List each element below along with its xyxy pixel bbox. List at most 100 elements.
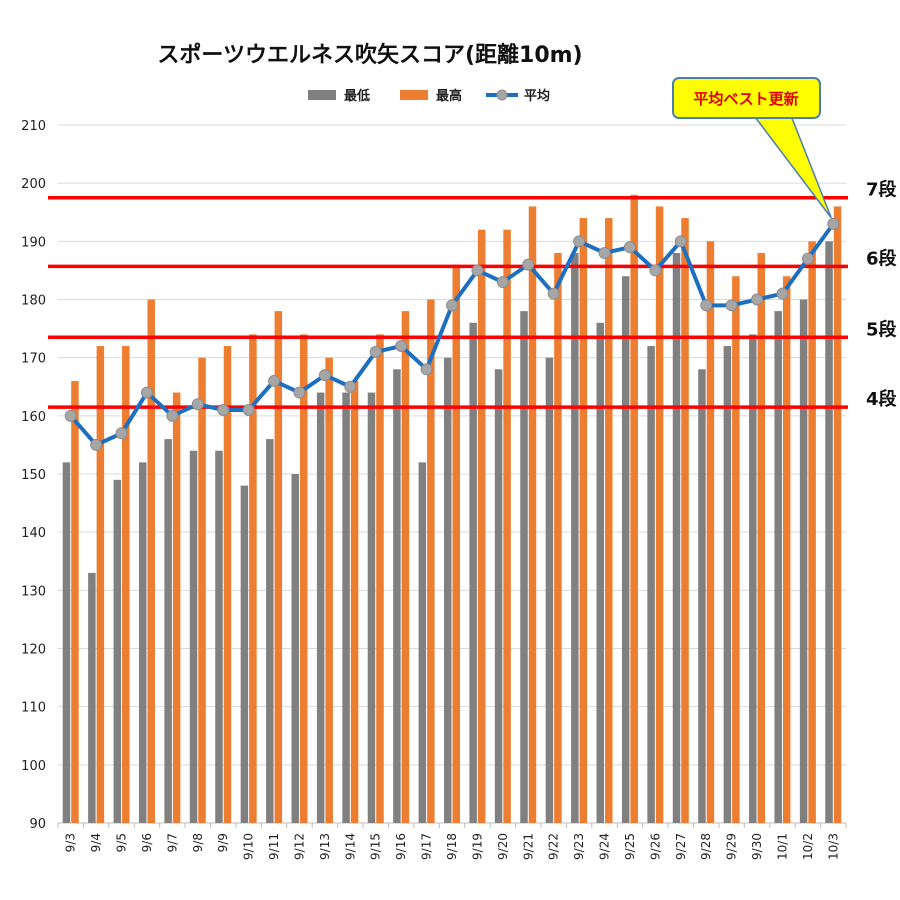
average-point [344,380,357,393]
axis-layer: 90 100 110 120 130 140 150 160 170 180 190 200 210 9/… [21,119,847,860]
bar-maximum [401,311,410,823]
y-tick-label: 90 [29,817,46,832]
x-tick-label: 10/2 [801,833,815,860]
bar-maximum [655,206,664,823]
bar-minimum [164,439,172,823]
bar-minimum [621,276,630,823]
legend: 最低 最高 平均 [308,88,550,104]
average-point [674,235,687,248]
bar-maximum [605,218,613,824]
bar-maximum [376,334,384,823]
bar-minimum [393,369,401,823]
callout-pointer [750,112,832,219]
bar-minimum [825,241,833,824]
callout-joint [740,112,795,117]
bar-minimum [88,572,96,823]
bar-maximum [706,241,715,824]
average-point [420,363,433,376]
average-line [69,222,835,447]
bar-maximum [833,206,842,823]
average-point [191,398,204,411]
bar-minimum [418,462,427,823]
bar-minimum [215,450,223,823]
bar-minimum [444,357,452,823]
grid-layer [58,124,846,824]
x-tick-label: 9/12 [292,833,306,860]
x-tick-label: 9/26 [648,833,662,860]
average-point [751,293,764,306]
bar-minimum [647,346,655,823]
x-tick-label: 9/17 [420,833,434,860]
y-tick-label: 100 [21,759,46,774]
bar-minimum [571,252,579,823]
average-point [90,438,103,451]
rank-label: 4段 [866,388,898,410]
chart-title: スポーツウエルネス吹矢スコア(距離10m) [157,42,582,68]
bar-minimum [494,369,503,823]
bar-maximum [477,229,486,823]
legend-swatch [308,90,336,100]
callout: 平均ベスト更新 [672,77,832,219]
bar-maximum [630,194,638,824]
bar-minimum [113,479,122,823]
average-point [598,246,611,259]
y-tick-label: 180 [21,294,46,309]
average-point [242,404,255,417]
bar-maximum [554,252,562,823]
legend-swatch [400,90,428,100]
bar-maximum [681,218,689,824]
average-line-layer [64,217,840,451]
y-tick-label: 140 [21,526,46,541]
average-point [827,217,840,230]
bar-maximum [325,357,333,823]
y-tick-label: 170 [21,352,46,367]
average-point [166,409,179,422]
average-point [725,299,738,312]
bar-minimum [342,392,350,823]
average-point [140,386,153,399]
bar-maximum [808,241,816,824]
x-tick-label: 9/16 [394,833,408,860]
bar-maximum [198,357,206,823]
bar-maximum [274,311,283,823]
bar-maximum [757,252,766,823]
legend-label: 平均 [524,88,550,104]
bar-minimum [749,334,757,823]
bar-maximum [528,206,537,823]
average-point [700,299,713,312]
bar-minimum [240,485,249,823]
average-point [471,264,484,277]
average-point [801,252,814,265]
x-tick-label: 9/4 [89,833,103,852]
x-tick-label: 9/24 [598,833,612,860]
reference-line-layer: 4段 5段 6段 7段 [48,179,898,410]
average-point [522,258,535,271]
x-tick-label: 9/19 [470,833,484,860]
x-tick-label: 9/21 [521,833,535,860]
x-tick-label: 9/29 [725,833,739,860]
y-tick-label: 200 [21,177,46,192]
bar-minimum [799,299,808,823]
average-point [293,386,306,399]
average-point [547,287,560,300]
y-tick-label: 210 [21,119,46,134]
average-point [268,374,281,387]
bar-maximum [299,334,308,823]
rank-label: 7段 [866,179,898,201]
average-point [649,264,662,277]
bar-minimum [596,322,605,823]
x-tick-label: 9/6 [140,833,154,852]
x-tick-label: 9/3 [64,833,78,852]
bar-maximum [249,334,257,823]
bar-maximum [96,346,105,823]
bar-maximum [147,299,155,823]
bar-minimum [367,392,376,823]
x-tick-label: 9/8 [191,833,205,852]
bar-maximum [782,276,791,823]
x-tick-label: 9/18 [445,833,459,860]
average-point [64,409,77,422]
average-point [369,345,382,358]
x-tick-label: 9/10 [242,833,256,860]
average-point [496,276,509,289]
